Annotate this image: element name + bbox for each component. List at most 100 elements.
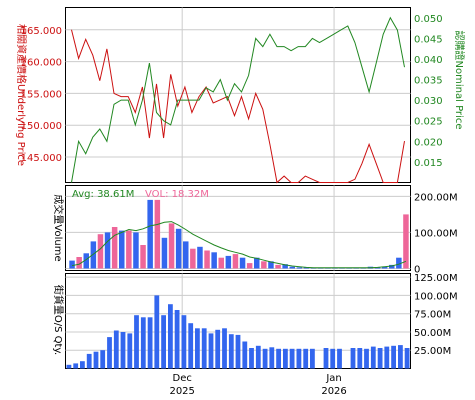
volume-average-line (72, 221, 407, 269)
outstanding-bar (161, 315, 166, 369)
outstanding-bar (215, 329, 221, 369)
volume-bar (211, 252, 217, 269)
outstanding-bar (174, 310, 180, 369)
x-tick-month: Jan (325, 373, 341, 384)
outstanding-bar (269, 347, 275, 369)
outstanding-bar (377, 348, 383, 369)
right-price-tick-label: 0.030 (414, 96, 443, 107)
volume-bar (168, 223, 175, 269)
left-price-tick-label: 160.000 (21, 58, 62, 69)
volume-bar (282, 264, 288, 269)
x-tick-year: 2026 (321, 386, 346, 397)
volume-bar (119, 230, 125, 269)
right-price-ticks: 0.050 0.045 0.040 0.035 0.030 0.025 0.020 0.015 (414, 14, 443, 169)
outstanding-bar (276, 348, 281, 369)
outstanding-tick-label: 50.00M (414, 328, 451, 339)
volume-current-label: VOL: 18.32M (145, 189, 209, 200)
outstanding-bar (310, 348, 315, 369)
left-price-tick-label: 165.000 (21, 26, 62, 37)
volume-bar (275, 264, 281, 269)
right-price-tick-label: 0.025 (414, 117, 443, 128)
outstanding-bar (86, 353, 92, 369)
outstanding-bar (113, 330, 119, 369)
volume-ticks: 200.00M 100.00M 0 (414, 192, 458, 275)
volume-bar (289, 266, 295, 269)
outstanding-bar (168, 304, 173, 369)
outstanding-bars (66, 295, 410, 369)
volume-bar (218, 257, 224, 269)
left-price-tick-label: 145.000 (21, 153, 62, 164)
volume-bar (381, 266, 388, 269)
volume-bar (183, 241, 189, 269)
outstanding-bar (384, 346, 390, 369)
outstanding-bar (120, 332, 126, 369)
volume-bar (97, 234, 104, 269)
outstanding-bar (330, 348, 336, 369)
left-price-tick-label: 150.000 (21, 121, 62, 132)
nominal-price-line (71, 16, 405, 183)
outstanding-bar (289, 348, 295, 369)
volume-bar (161, 237, 168, 269)
outstanding-bar (208, 333, 214, 369)
volume-bar (69, 260, 75, 269)
volume-bars (69, 199, 409, 269)
outstanding-bar (370, 346, 376, 369)
underlying-price-line (71, 29, 405, 184)
volume-bar (197, 246, 203, 269)
right-price-tick-label: 0.035 (414, 76, 443, 87)
volume-bar (254, 257, 260, 269)
outstanding-bar (262, 348, 268, 369)
volume-bar (126, 230, 132, 269)
x-tick-year: 2025 (169, 386, 194, 397)
underlying-axis-label: 相關資產價格Underlying Price (15, 24, 28, 166)
outstanding-bar (283, 348, 288, 369)
outstanding-bar (296, 348, 302, 369)
volume-bar (232, 254, 239, 269)
left-price-ticks: 165.000 160.000 155.000 150.000 145.000 (21, 26, 62, 164)
outstanding-bar (337, 348, 342, 369)
volume-panel-frame (65, 185, 411, 271)
outstanding-bar (73, 363, 79, 369)
volume-bar (90, 241, 97, 269)
volume-average-label: Avg: 38.61M (72, 189, 134, 200)
volume-bar (403, 214, 409, 269)
outstanding-bar (350, 348, 356, 369)
outstanding-bar (228, 334, 234, 369)
outstanding-bar (357, 348, 363, 369)
right-price-tick-label: 0.045 (414, 34, 443, 45)
volume-bar (133, 232, 139, 269)
volume-bar (239, 257, 246, 269)
volume-bar (268, 261, 274, 269)
volume-bar (296, 267, 303, 269)
outstanding-bar (181, 315, 187, 369)
outstanding-bar (323, 348, 329, 369)
outstanding-tick-label: 25.00M (414, 346, 451, 357)
price-panel-frame (65, 7, 411, 183)
outstanding-bar (66, 364, 72, 369)
outstanding-bar (147, 317, 153, 369)
volume-tick-label: 100.00M (414, 228, 458, 239)
volume-bar (154, 199, 161, 269)
right-price-tick-label: 0.040 (414, 55, 443, 66)
volume-bar (374, 267, 381, 269)
outstanding-axis-label: 街貨量O/S Qty. (52, 285, 65, 355)
volume-bar (140, 245, 146, 269)
outstanding-bar (93, 351, 99, 369)
outstanding-bar (391, 345, 396, 369)
volume-bar (104, 232, 111, 269)
volume-bar (190, 248, 196, 269)
right-price-tick-label: 0.015 (414, 158, 443, 169)
volume-bar (303, 267, 310, 269)
outstanding-tick-label: 100.00M (414, 291, 458, 302)
outstanding-bar (107, 337, 112, 369)
outstanding-bar (404, 348, 410, 369)
right-price-tick-label: 0.050 (414, 14, 443, 25)
volume-bar (225, 255, 232, 269)
outstanding-bar (188, 323, 194, 369)
volume-bar (147, 199, 153, 269)
outstanding-bar (140, 317, 146, 369)
outstanding-bar (100, 350, 106, 369)
outstanding-tick-label: 125.00M (414, 273, 458, 284)
outstanding-bar (235, 334, 241, 369)
